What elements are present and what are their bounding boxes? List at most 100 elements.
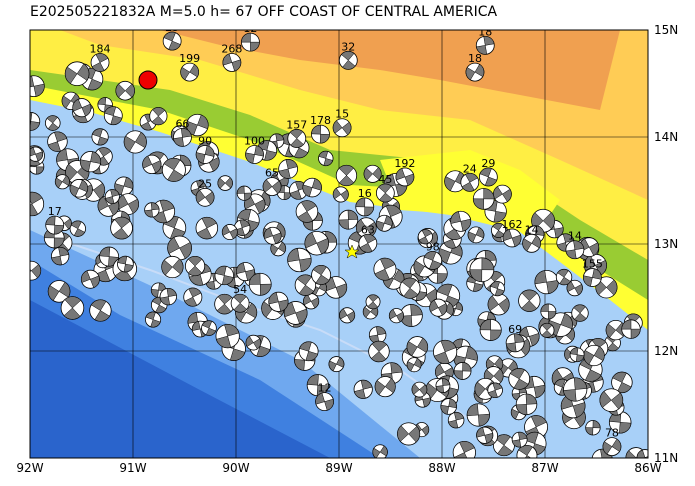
beachball xyxy=(339,307,356,324)
event-label: 78 xyxy=(605,427,619,440)
beachball xyxy=(479,318,502,341)
ball-quadrants xyxy=(353,379,373,399)
beachball xyxy=(173,127,192,147)
ball-quadrants xyxy=(332,120,352,136)
beachball xyxy=(47,131,68,152)
ball-quadrants xyxy=(602,438,622,455)
ball-quadrants xyxy=(142,155,162,174)
beachball xyxy=(475,35,495,55)
beachball xyxy=(159,287,177,306)
ball-quadrants xyxy=(541,322,553,338)
beachball xyxy=(30,112,41,131)
beachball xyxy=(599,388,624,413)
ball-quadrants xyxy=(64,63,90,84)
ball-quadrants xyxy=(90,299,110,322)
beachball xyxy=(478,167,498,187)
ball-quadrants xyxy=(46,115,59,131)
ball-quadrants xyxy=(450,211,472,232)
beachball xyxy=(201,320,217,336)
beachball xyxy=(294,274,317,296)
beachball xyxy=(44,115,61,131)
lat-tick-label: 14N xyxy=(654,130,678,144)
beachball xyxy=(89,299,112,322)
beachball xyxy=(217,175,233,191)
beachball xyxy=(508,368,531,390)
ball-quadrants xyxy=(359,234,377,253)
beachball xyxy=(582,268,602,287)
ball-quadrants xyxy=(511,431,528,448)
ball-quadrants xyxy=(433,340,457,364)
ball-quadrants xyxy=(287,248,312,272)
ball-quadrants xyxy=(115,83,135,98)
beachball xyxy=(353,379,373,399)
beachball xyxy=(117,255,134,273)
beachball xyxy=(487,293,510,316)
ball-quadrants xyxy=(221,224,238,240)
event-label: 17 xyxy=(48,205,62,218)
ball-quadrants xyxy=(159,288,177,306)
beachball xyxy=(91,128,109,146)
ball-quadrants xyxy=(397,425,421,443)
beachball xyxy=(505,333,525,353)
ball-quadrants xyxy=(47,131,68,152)
ball-quadrants xyxy=(151,107,166,126)
beachball xyxy=(611,371,633,394)
beachball xyxy=(548,312,573,337)
ball-quadrants xyxy=(51,247,70,266)
beachball xyxy=(245,334,262,351)
beachball xyxy=(476,426,494,444)
beachball xyxy=(493,184,512,204)
beachball xyxy=(54,174,70,190)
event-label: 63 xyxy=(361,223,375,236)
ball-quadrants xyxy=(201,320,217,336)
lon-tick-label: 86W xyxy=(634,461,661,475)
ball-quadrants xyxy=(487,295,510,314)
ball-quadrants xyxy=(339,308,356,323)
event-label: 15 xyxy=(335,108,349,121)
ball-quadrants xyxy=(145,311,161,328)
beachball xyxy=(142,154,162,175)
ball-quadrants xyxy=(490,281,505,297)
ball-quadrants xyxy=(195,145,215,164)
lon-tick-label: 92W xyxy=(16,461,43,475)
beachball xyxy=(278,159,299,179)
beachball xyxy=(195,145,215,164)
beachball xyxy=(373,257,397,281)
beachball xyxy=(298,341,319,362)
event-label: 157 xyxy=(286,118,307,131)
ball-quadrants xyxy=(304,232,329,255)
beachball xyxy=(335,164,358,187)
ball-quadrants xyxy=(461,173,478,192)
beachball xyxy=(161,157,186,182)
ball-quadrants xyxy=(91,128,109,146)
ball-quadrants xyxy=(367,294,379,310)
ball-quadrants xyxy=(216,324,240,349)
beachball xyxy=(563,377,588,402)
beachball xyxy=(287,247,312,273)
beachball xyxy=(110,216,133,240)
beachball xyxy=(180,62,200,82)
ball-quadrants xyxy=(599,390,624,410)
beachball xyxy=(406,336,429,358)
beachball xyxy=(372,444,388,458)
ball-quadrants xyxy=(163,158,185,182)
ball-quadrants xyxy=(195,189,215,205)
event-label: 199 xyxy=(179,52,200,65)
beachball xyxy=(30,146,44,162)
ball-quadrants xyxy=(263,227,282,245)
beachball xyxy=(30,260,42,281)
ball-quadrants xyxy=(180,64,199,81)
beachball xyxy=(489,281,505,297)
epicenter xyxy=(344,244,360,259)
beachball xyxy=(338,209,359,230)
event-label: 66 xyxy=(175,117,189,130)
ball-quadrants xyxy=(372,445,388,458)
event-label: 98 xyxy=(426,240,440,253)
ball-quadrants xyxy=(493,186,512,202)
beachball xyxy=(69,220,86,237)
ball-quadrants xyxy=(105,189,120,204)
beachball xyxy=(30,191,45,217)
beachball xyxy=(571,304,589,322)
